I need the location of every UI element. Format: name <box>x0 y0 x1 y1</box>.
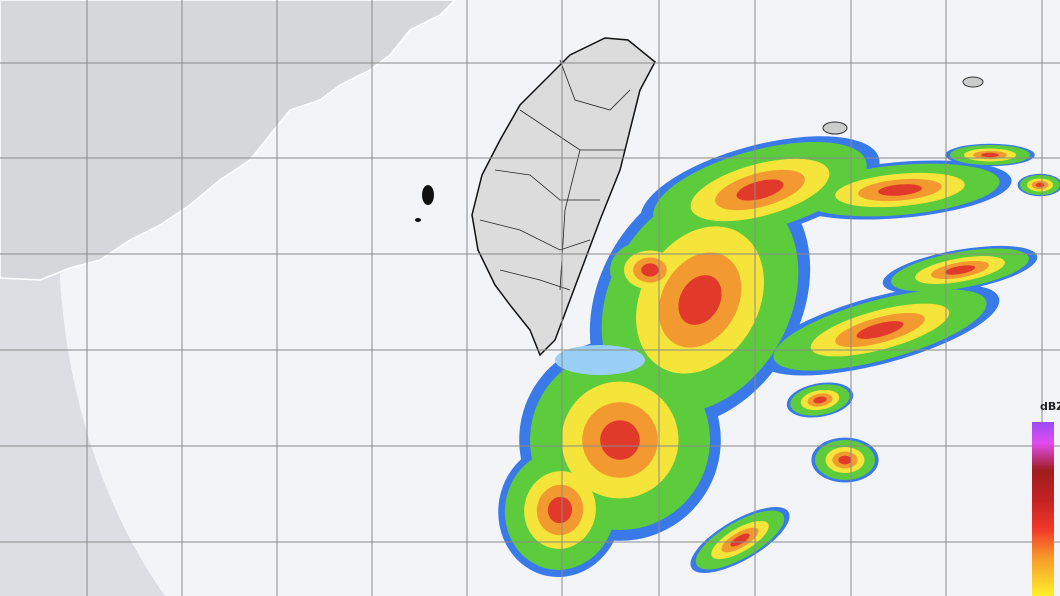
small-islands <box>415 76 984 222</box>
rain-cell <box>678 275 722 325</box>
rain-cell <box>555 345 645 375</box>
rain-cell <box>600 420 640 460</box>
taiwan-county-borders <box>479 59 631 291</box>
dbz-color-scale <box>1032 422 1054 596</box>
rain-cell <box>878 184 922 196</box>
rain-cell <box>1035 182 1045 188</box>
rain-cell <box>813 396 827 404</box>
rain-cell <box>547 496 573 524</box>
rain-cell <box>641 263 659 277</box>
rain-cell <box>856 321 904 339</box>
rain-cell <box>838 455 852 465</box>
rain-cell <box>730 533 750 547</box>
taiwan-island <box>471 37 656 357</box>
rain-cell <box>736 179 784 201</box>
rain-cell <box>981 152 999 158</box>
rain-cell <box>944 265 976 275</box>
china-coast-land <box>0 0 457 281</box>
legend-unit-label: dBZ <box>1040 400 1060 413</box>
